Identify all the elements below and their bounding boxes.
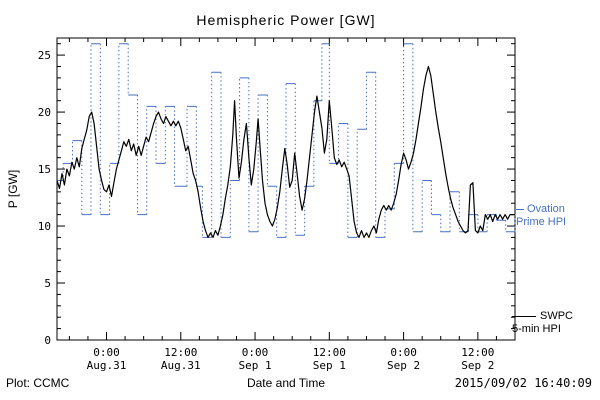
svg-text:Sep 1: Sep 1 xyxy=(313,359,346,372)
svg-text:Sep 1: Sep 1 xyxy=(238,359,271,372)
svg-text:12:00: 12:00 xyxy=(164,346,197,359)
legend-ovation-line2: Prime HPI xyxy=(516,216,567,228)
y-axis-label: P [GW] xyxy=(6,169,20,209)
svg-text:Sep 2: Sep 2 xyxy=(387,359,420,372)
plot-source-label: Plot: CCMC xyxy=(6,376,70,390)
legend-swpc: SWPC 5-min HPI xyxy=(512,310,573,336)
svg-text:12:00: 12:00 xyxy=(461,346,494,359)
svg-text:Sep 2: Sep 2 xyxy=(461,359,494,372)
svg-text:10: 10 xyxy=(38,220,51,233)
plot-timestamp: 2015/09/02 16:40:09 xyxy=(454,376,592,390)
svg-text:12:00: 12:00 xyxy=(313,346,346,359)
legend-swpc-line1: SWPC xyxy=(540,310,573,322)
svg-text:25: 25 xyxy=(38,49,51,62)
svg-text:0: 0 xyxy=(44,334,51,347)
svg-text:0:00: 0:00 xyxy=(93,346,120,359)
svg-text:0:00: 0:00 xyxy=(242,346,269,359)
svg-text:Aug.31: Aug.31 xyxy=(87,359,127,372)
ovation-line-swatch xyxy=(516,209,524,210)
legend-ovation-line1: Ovation xyxy=(527,203,565,215)
svg-text:5: 5 xyxy=(44,277,51,290)
x-axis-label: Date and Time xyxy=(246,376,326,390)
legend-ovation: Ovation Prime HPI xyxy=(516,203,566,229)
svg-text:15: 15 xyxy=(38,163,51,176)
swpc-line-swatch xyxy=(512,316,536,317)
svg-text:0:00: 0:00 xyxy=(390,346,417,359)
chart-title: Hemispheric Power [GW] xyxy=(196,12,376,28)
svg-text:Aug.31: Aug.31 xyxy=(161,359,201,372)
legend-swpc-line2: 5-min HPI xyxy=(512,323,561,335)
svg-text:20: 20 xyxy=(38,106,51,119)
